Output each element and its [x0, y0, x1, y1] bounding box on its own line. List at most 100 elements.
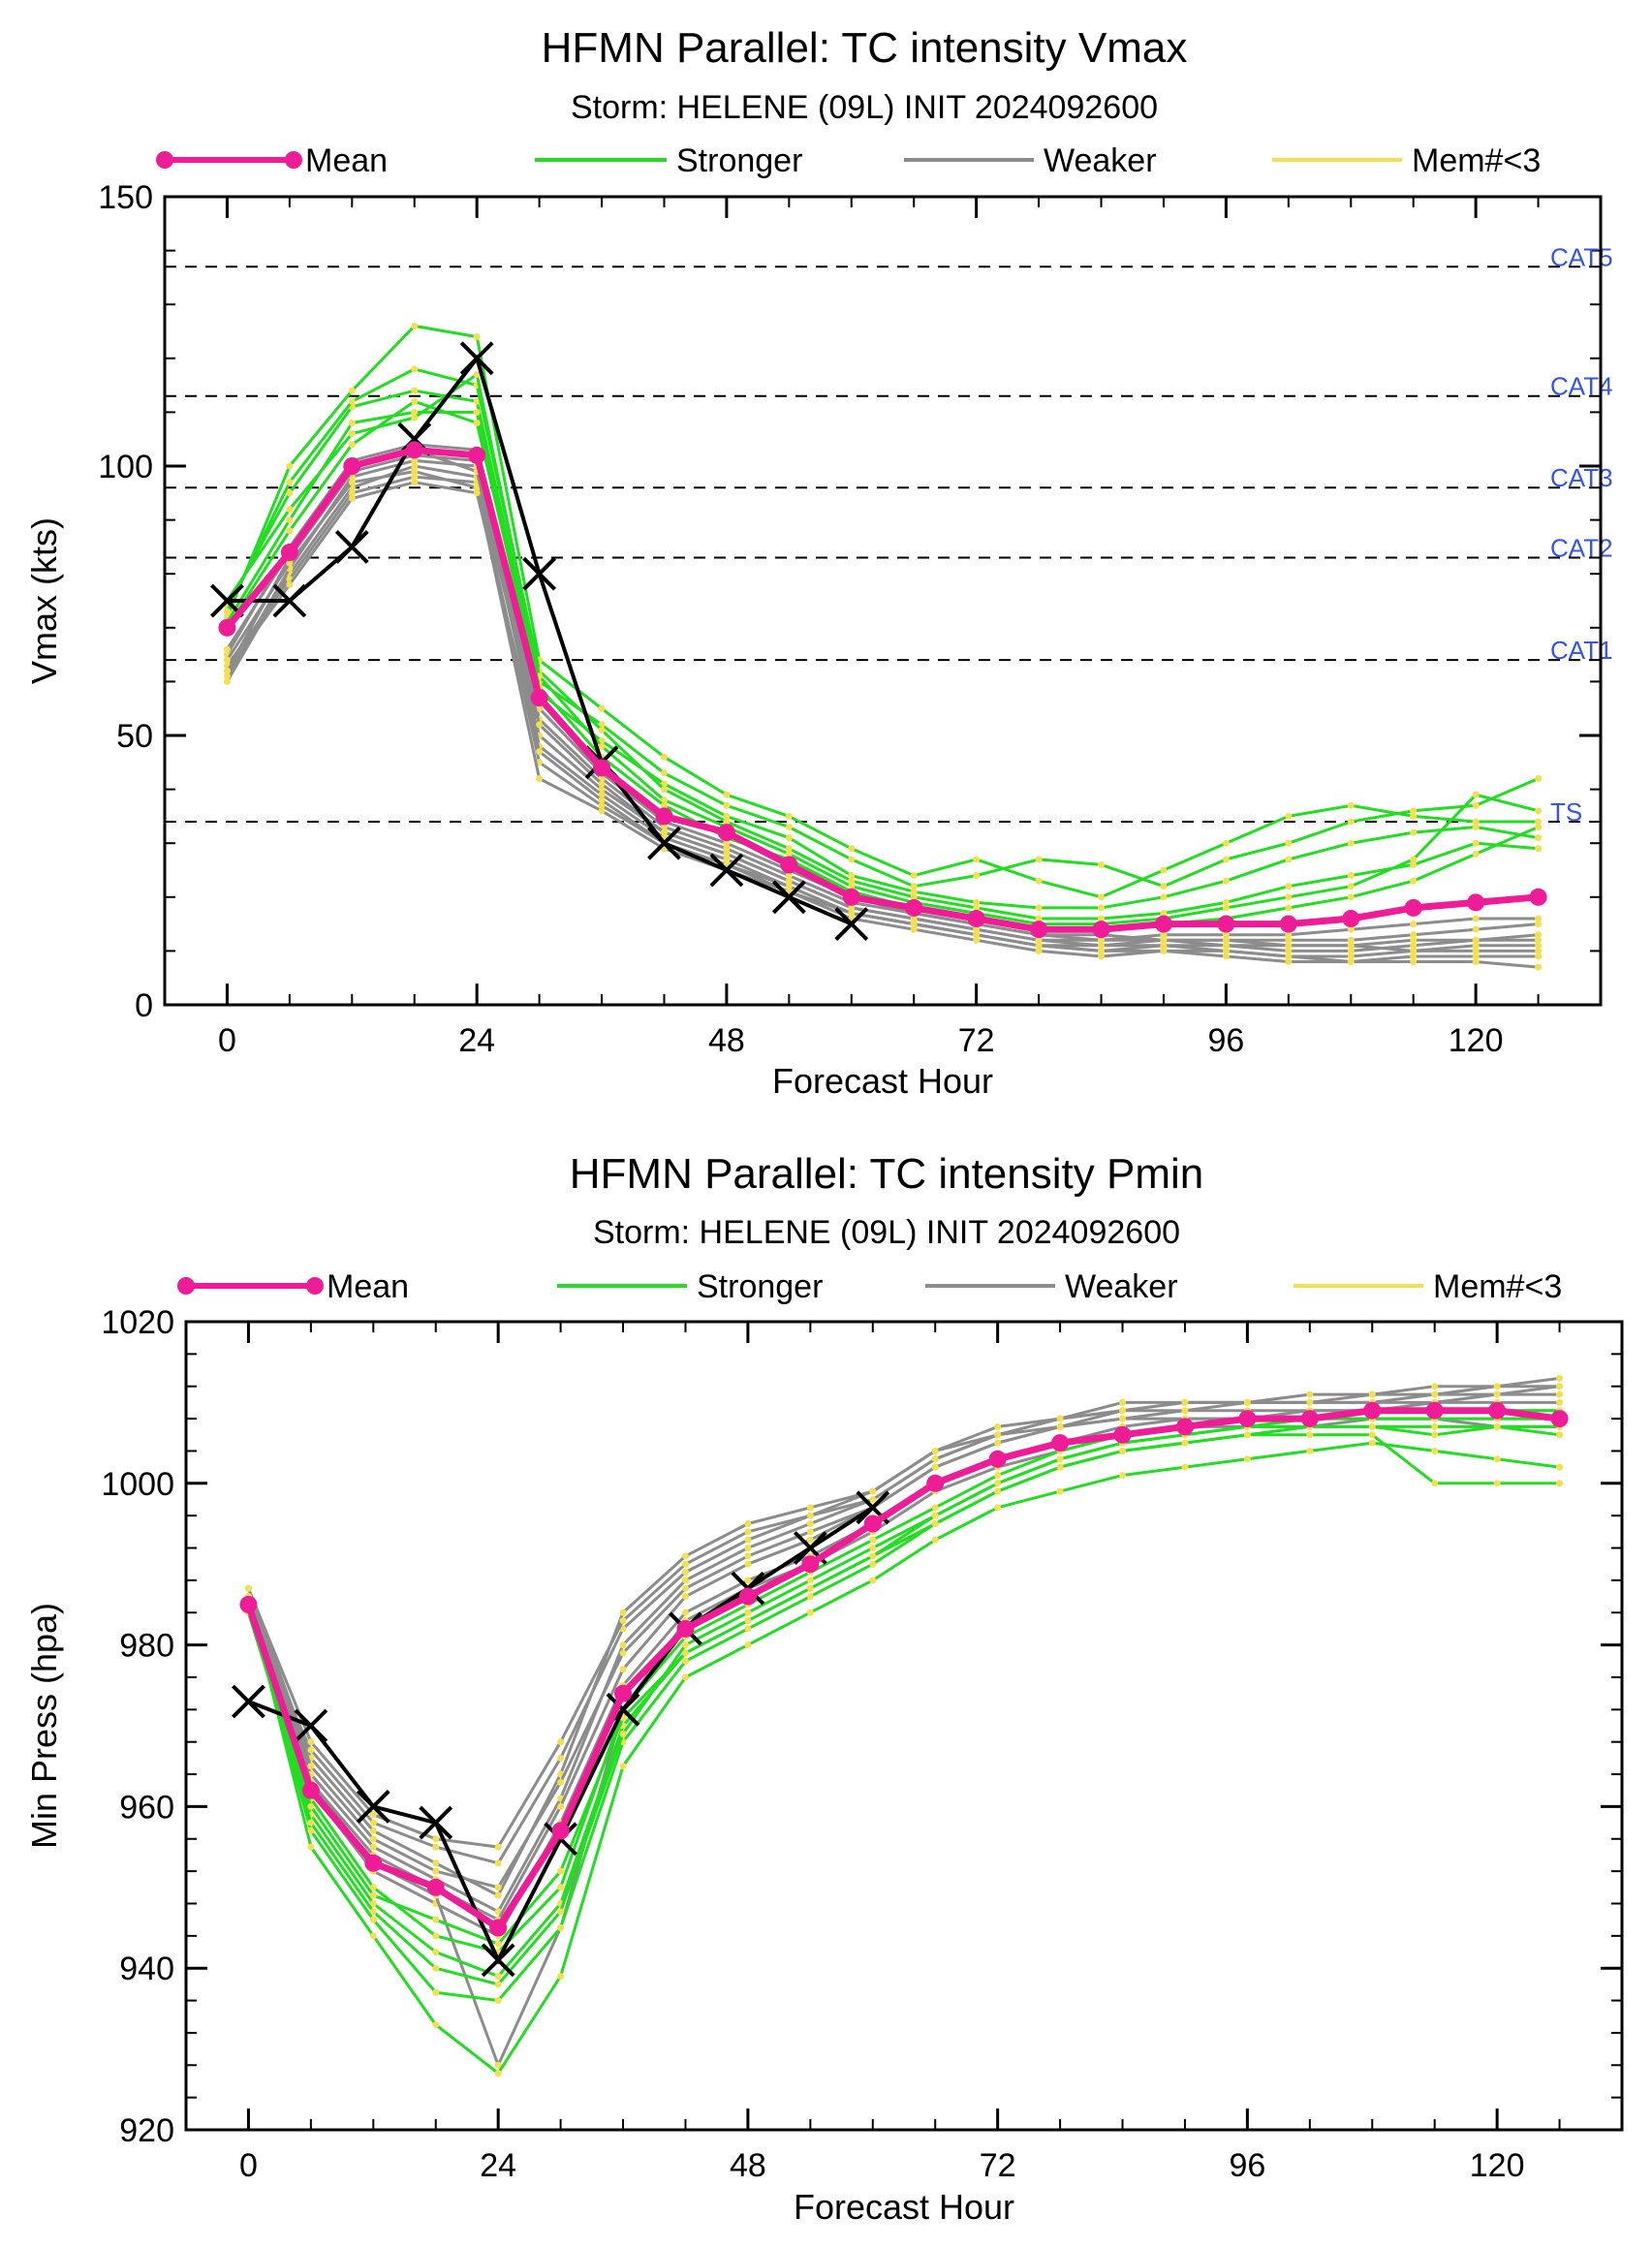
pmin-y-tick-label: 960: [119, 1789, 174, 1826]
pmin-stronger-member-line-point: [1181, 1439, 1189, 1447]
vmax-weaker-member-line-point: [723, 856, 731, 863]
pmin-weaker-member-line-point: [1181, 1398, 1189, 1406]
pmin-weaker-member-line-point: [681, 1577, 689, 1584]
pmin-y-tick-label: 1000: [101, 1466, 174, 1503]
pmin-weaker-member-line-point: [1306, 1390, 1314, 1398]
vmax-weaker-member-line: [226, 443, 1539, 953]
pmin-stronger-member-line-point: [1556, 1463, 1564, 1471]
pmin-stronger-member-line-point: [744, 1617, 752, 1625]
vmax-legend-mean: Mean: [156, 142, 388, 179]
vmax-chart-subtitle: Storm: HELENE (09L) INIT 2024092600: [571, 89, 1158, 126]
vmax-mean-point: [655, 807, 673, 826]
pmin-weaker-member-line-point: [931, 1455, 939, 1463]
vmax-stronger-member-line-point: [910, 883, 918, 890]
pmin-weaker-member-line-point: [244, 1584, 252, 1592]
vmax-weaker-member-line-point: [1098, 947, 1106, 954]
vmax-weaker-member-line-point: [598, 797, 606, 804]
vmax-stronger-member-line-point: [1035, 915, 1043, 922]
vmax-mean-point: [1092, 921, 1110, 939]
vmax-weaker-member-line-point: [411, 468, 419, 476]
pmin-stronger-member-line-point: [1056, 1463, 1064, 1471]
vmax-weaker-member-line-point: [1285, 936, 1293, 944]
pmin-stronger-member-line-point: [432, 1949, 440, 1956]
pmin-stronger-member-line-point: [994, 1504, 1002, 1512]
vmax-weaker-member-line-point: [223, 645, 231, 653]
vmax-stronger-member-line-point: [1222, 898, 1230, 906]
pmin-weaker-member-line-point: [307, 1746, 315, 1754]
vmax-weaker-member-line-point: [348, 489, 356, 497]
vmax-best-track-marker: [522, 556, 557, 591]
pmin-stronger-member-line-point: [869, 1560, 877, 1568]
pmin-stronger-member-line-point: [432, 1916, 440, 1923]
pmin-weaker-member-line-point: [744, 1520, 752, 1527]
pmin-weaker-member-line-point: [494, 1891, 502, 1899]
vmax-mean-point: [1529, 888, 1547, 906]
pmin-stronger-member-line-point: [1243, 1431, 1251, 1439]
pmin-stronger-member-line-point: [994, 1487, 1002, 1495]
pmin-stronger-member-line-point: [744, 1625, 752, 1633]
pmin-mean-point: [1238, 1410, 1257, 1428]
vmax-stronger-member-line-point: [411, 408, 419, 416]
pmin-legend-stronger-label: Stronger: [697, 1268, 823, 1305]
pmin-stronger-member-line-point: [1056, 1455, 1064, 1463]
pmin-weaker-member-line-point: [1181, 1407, 1189, 1415]
vmax-weaker-member-line-point: [1472, 947, 1480, 954]
vmax-mean-point: [280, 543, 298, 561]
pmin-plot-area: 920 940 960 980 1000 1020 0 24 48 72 96 120: [101, 1304, 1623, 2184]
vmax-weaker-member-line-point: [1472, 925, 1480, 933]
vmax-stronger-member-line-point: [348, 420, 356, 427]
vmax-mean-point: [405, 441, 423, 459]
vmax-y-tick-label: 100: [98, 449, 153, 485]
pmin-weaker-member-line-point: [1368, 1390, 1376, 1398]
vmax-stronger-member-line-point: [1222, 904, 1230, 912]
pmin-x-tick-label: 48: [730, 2147, 766, 2184]
vmax-weaker-member-line-point: [1347, 947, 1355, 954]
vmax-weaker-member-line-point: [1285, 958, 1293, 966]
pmin-stronger-member-line-point: [931, 1512, 939, 1519]
pmin-stronger-member-line-point: [1368, 1439, 1376, 1447]
pmin-weaker-member-line-point: [369, 1811, 377, 1819]
vmax-stronger-member-line-point: [1347, 801, 1355, 809]
vmax-mean-point: [1467, 893, 1485, 912]
vmax-stronger-member-line: [226, 399, 1540, 931]
pmin-legend-mean: Mean: [177, 1268, 409, 1305]
vmax-weaker-member-line-point: [223, 677, 231, 685]
vmax-plot-frame: [163, 195, 1603, 1007]
pmin-stronger-member-line-point: [1243, 1455, 1251, 1463]
vmax-mean-point: [593, 759, 611, 777]
pmin-stronger-member-line-point: [307, 1843, 315, 1851]
vmax-legend-members-label: Mem#<3: [1412, 142, 1541, 179]
pmin-mean-point: [1175, 1418, 1194, 1436]
vmax-x-tick-label: 96: [1207, 1022, 1244, 1059]
pmin-stronger-member-line-point: [1431, 1447, 1439, 1454]
pmin-stronger-member-line-point: [1119, 1471, 1127, 1479]
pmin-stronger-member-line: [246, 1433, 1560, 2003]
vmax-weaker-member-line-point: [286, 559, 294, 567]
vmax-mean-point: [218, 618, 236, 637]
pmin-stronger-member-line-point: [994, 1480, 1002, 1487]
vmax-reference-label: TS: [1550, 797, 1582, 827]
vmax-mean-point: [780, 856, 798, 874]
vmax-stronger-member-line-point: [785, 834, 793, 842]
pmin-weaker-member-line-point: [557, 1738, 565, 1746]
vmax-stronger-member-line-point: [1410, 807, 1418, 815]
vmax-mean-point: [717, 824, 735, 842]
pmin-mean-point: [239, 1595, 258, 1613]
vmax-weaker-member-line-point: [973, 931, 981, 939]
vmax-stronger-member-line-point: [598, 726, 606, 734]
pmin-stronger-member-line: [246, 1417, 1560, 1953]
vmax-reference-label: CAT5: [1550, 242, 1613, 271]
vmax-weaker-member-line-point: [910, 915, 918, 922]
vmax-weaker-member-line-point: [1285, 953, 1293, 960]
vmax-stronger-member-line-point: [1098, 915, 1106, 922]
vmax-stronger-member-line-point: [1410, 856, 1418, 863]
vmax-mean-point: [1030, 921, 1048, 939]
pmin-plot-frame: [184, 1320, 1624, 2132]
pmin-stronger-member-line-point: [619, 1763, 627, 1770]
pmin-weaker-member-line-point: [494, 1908, 502, 1916]
pmin-stronger-member-line-point: [869, 1536, 877, 1544]
pmin-weaker-member-line-point: [931, 1463, 939, 1471]
pmin-stronger-member-line-point: [1306, 1431, 1314, 1439]
pmin-weaker-member-line-point: [681, 1569, 689, 1577]
